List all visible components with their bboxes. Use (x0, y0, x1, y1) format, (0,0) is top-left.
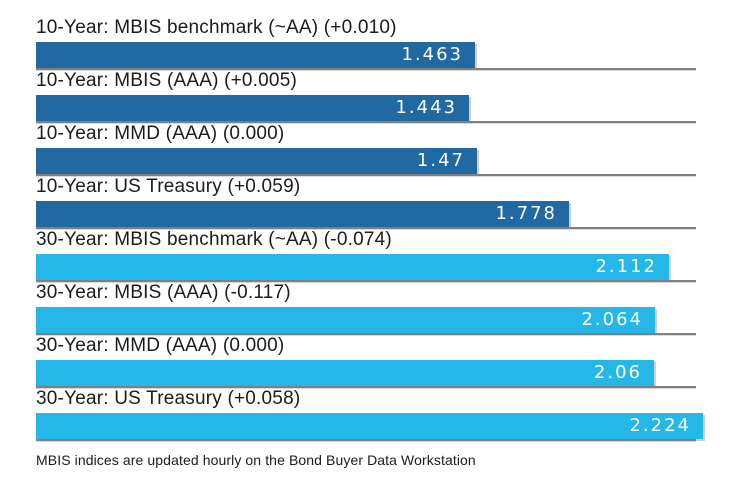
bar: 1.443 (36, 95, 469, 121)
row-divider (36, 174, 696, 176)
bar-label: 10-Year: US Treasury (+0.059) (36, 176, 301, 197)
chart-row: 10-Year: US Treasury (+0.059) 1.778 (36, 176, 696, 229)
bar-track: 1.463 (36, 42, 696, 70)
bar: 2.064 (36, 307, 655, 333)
bar-track: 1.778 (36, 201, 696, 229)
chart-row: 10-Year: MMD (AAA) (0.000) 1.47 (36, 123, 696, 176)
row-divider (36, 121, 696, 123)
bar: 2.06 (36, 360, 654, 386)
chart-row: 30-Year: MMD (AAA) (0.000) 2.06 (36, 335, 696, 388)
row-divider (36, 227, 696, 229)
bar-label: 10-Year: MBIS benchmark (~AA) (+0.010) (36, 17, 397, 38)
bar-value-label: 2.224 (629, 415, 691, 436)
bar-label: 30-Year: US Treasury (+0.058) (36, 388, 301, 409)
bar: 2.112 (36, 254, 669, 280)
bar-value-label: 1.47 (416, 150, 465, 171)
bar-value-label: 2.064 (581, 309, 643, 330)
bar-value-label: 1.778 (495, 203, 557, 224)
bar-value-label: 2.06 (593, 362, 642, 383)
row-divider (36, 68, 696, 70)
bar-label: 10-Year: MMD (AAA) (0.000) (36, 123, 285, 144)
bar-track: 2.224 (36, 413, 703, 441)
bar-label: 30-Year: MBIS (AAA) (-0.117) (36, 282, 291, 303)
chart-row: 10-Year: MBIS benchmark (~AA) (+0.010) 1… (36, 17, 696, 70)
chart-row: 10-Year: MBIS (AAA) (+0.005) 1.443 (36, 70, 696, 123)
chart-footnote: MBIS indices are updated hourly on the B… (36, 452, 476, 468)
bar-track: 2.06 (36, 360, 696, 388)
bar-track: 1.443 (36, 95, 696, 123)
bar: 2.224 (36, 413, 703, 439)
chart-row: 30-Year: MBIS benchmark (~AA) (-0.074) 2… (36, 229, 696, 282)
row-divider (36, 439, 696, 441)
chart-row: 30-Year: US Treasury (+0.058) 2.224 (36, 388, 703, 441)
bar: 1.778 (36, 201, 569, 227)
bar-chart: 10-Year: MBIS benchmark (~AA) (+0.010) 1… (36, 17, 740, 441)
bar-track: 2.064 (36, 307, 696, 335)
row-divider (36, 280, 696, 282)
bar-label: 30-Year: MBIS benchmark (~AA) (-0.074) (36, 229, 392, 250)
bar-label: 10-Year: MBIS (AAA) (+0.005) (36, 70, 297, 91)
chart-row: 30-Year: MBIS (AAA) (-0.117) 2.064 (36, 282, 696, 335)
bar-track: 1.47 (36, 148, 696, 176)
row-divider (36, 333, 696, 335)
bar: 1.47 (36, 148, 477, 174)
bar-label: 30-Year: MMD (AAA) (0.000) (36, 335, 285, 356)
row-divider (36, 386, 696, 388)
bar-track: 2.112 (36, 254, 696, 282)
bar-value-label: 2.112 (595, 256, 657, 277)
bar-value-label: 1.443 (395, 97, 457, 118)
bar-value-label: 1.463 (401, 44, 463, 65)
bar: 1.463 (36, 42, 475, 68)
